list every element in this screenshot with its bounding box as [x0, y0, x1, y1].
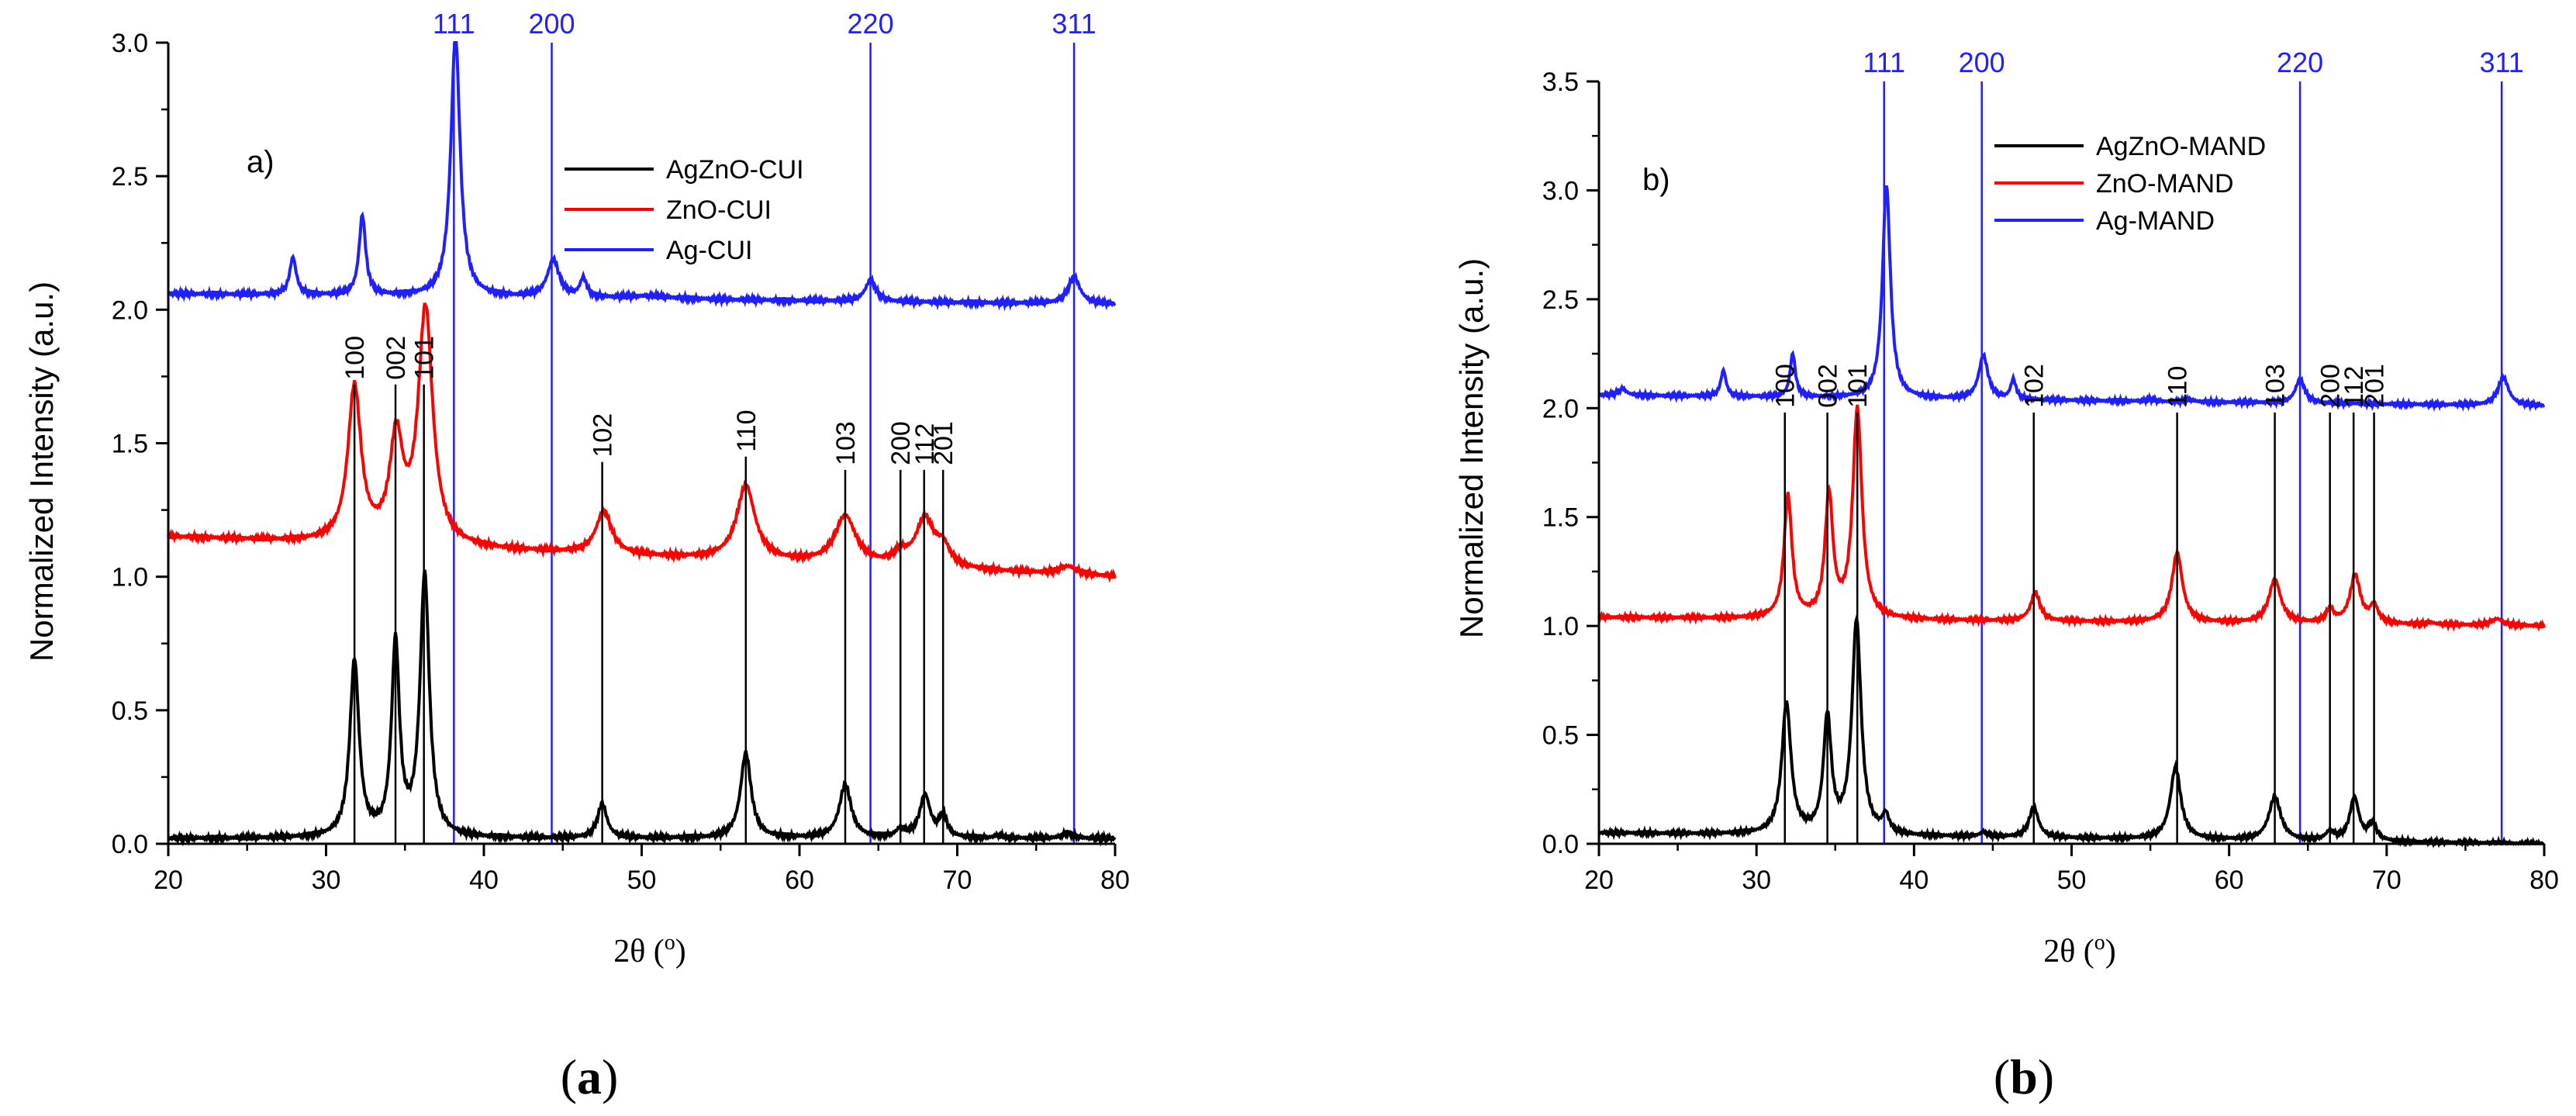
panel-b-xtick-label-80: 80 — [2529, 866, 2559, 895]
panel-a-ag-ref-label-111: 111 — [433, 8, 475, 40]
panel-a-zno-ref-label-8: 201 — [929, 421, 958, 465]
panel-a-zno-ref-label-2: 101 — [410, 336, 440, 380]
panel-b-xtick-label-20: 20 — [1584, 866, 1614, 895]
panel-a-xtick-label-50: 50 — [627, 866, 657, 895]
panel-a-ylabel: Normalized Intensity (a.u.) — [23, 282, 60, 662]
panel-b-ytick-label-4: 2.0 — [1542, 394, 1579, 423]
panel-b-zno-ref-label-3: 102 — [2020, 364, 2049, 408]
panel-a-caption-letter: a — [577, 1049, 602, 1104]
panel-b-tag: b) — [1642, 163, 1670, 197]
panel-b-caption-open: ( — [1994, 1049, 2010, 1104]
panel-b-legend-label-0: AgZnO-MAND — [2096, 132, 2266, 161]
panel-a-ytick-label-1: 0.5 — [112, 696, 148, 726]
panel-b-xtick-label-50: 50 — [2057, 866, 2087, 895]
panel-a-xtick-label-70: 70 — [943, 866, 972, 895]
panel-a-zno-ref-label-1: 002 — [382, 336, 411, 380]
panel-b-xtick-label-40: 40 — [1899, 866, 1929, 895]
panel-b-xlabel: 2θ (o) — [2043, 931, 2116, 969]
panel-a-xtick-label-60: 60 — [785, 866, 814, 895]
panel-b-zno-ref-label-4: 110 — [2163, 366, 2193, 408]
panel-a-caption: (a) — [561, 1049, 619, 1104]
panel-b-ylabel: Normalized Intensity (a.u.) — [1453, 258, 1490, 638]
panel-b-ytick-label-1: 0.5 — [1542, 721, 1579, 751]
panel-a-ytick-label-6: 3.0 — [112, 29, 148, 58]
panel-a-ag-ref-label-200: 200 — [528, 8, 575, 40]
panel-a-series-zno-cui — [167, 302, 1117, 583]
panel-b-zno-ref-label-2: 101 — [1843, 364, 1873, 408]
panel-a-ytick-label-0: 0.0 — [112, 830, 148, 859]
panel-a-xlabel-degree: o — [665, 931, 675, 955]
panel-b-ytick-label-3: 1.5 — [1542, 503, 1579, 533]
panel-a-caption-close: ) — [602, 1049, 618, 1104]
panel-b-ytick-label-0: 0.0 — [1542, 830, 1579, 859]
panel-a-legend-label-1: ZnO-CUI — [666, 195, 772, 225]
panel-a-ytick-label-3: 1.5 — [112, 430, 148, 459]
panel-b-legend-label-1: ZnO-MAND — [2096, 169, 2234, 199]
panel-b-zno-ref-label-7: 112 — [2339, 366, 2369, 408]
panel-a-ag-ref-label-311: 311 — [1051, 8, 1096, 40]
panel-b-caption: (b) — [1994, 1049, 2054, 1104]
panel-a-zno-ref-label-5: 103 — [831, 421, 861, 465]
panel-a-legend-label-2: Ag-CUI — [666, 236, 752, 265]
panel-a-zno-ref-label-6: 200 — [886, 421, 916, 465]
panel-b-ag-ref-label-200: 200 — [1959, 47, 2005, 78]
panel-b-zno-ref-label-0: 100 — [1771, 364, 1801, 408]
panel-a-zno-ref-label-3: 102 — [589, 413, 618, 458]
panel-b-xtick-label-60: 60 — [2215, 866, 2244, 895]
panel-b-xlabel-degree: o — [2094, 931, 2105, 955]
panel-a-xtick-label-20: 20 — [154, 866, 183, 895]
panel-b-ag-ref-label-220: 220 — [2277, 47, 2323, 78]
panel-b-zno-ref-label-8: 201 — [2360, 364, 2390, 408]
panel-a-xtick-label-30: 30 — [312, 866, 341, 895]
panel-a-xlabel-close: ) — [675, 934, 686, 969]
panel-b-ag-ref-label-311: 311 — [2479, 47, 2523, 78]
panel-b-zno-ref-label-1: 002 — [1814, 364, 1843, 408]
panel-a-ag-ref-label-220: 220 — [848, 8, 894, 40]
panel-b-series-ag-mand — [1597, 185, 2546, 413]
panel-b-ytick-label-5: 2.5 — [1542, 285, 1579, 315]
panel-b-caption-letter: b — [2010, 1049, 2038, 1104]
panel-a-zno-ref-label-7: 112 — [910, 423, 940, 465]
panel-a-caption-open: ( — [561, 1049, 577, 1104]
panel-a-xlabel: 2θ (o) — [613, 931, 686, 969]
panel-b-caption-close: ) — [2038, 1049, 2054, 1104]
panel-b-ytick-label-2: 1.0 — [1542, 612, 1579, 641]
panel-a-xtick-label-80: 80 — [1100, 866, 1130, 895]
panel-b-xlabel-close: ) — [2105, 934, 2116, 969]
panel-a-xlabel-theta: 2θ ( — [613, 934, 665, 969]
panel-a-tag: a) — [247, 145, 275, 179]
panel-b-series-agzno-mand — [1598, 613, 2546, 848]
panel-a-ytick-label-4: 2.0 — [112, 295, 148, 325]
panel-a-xtick-label-40: 40 — [469, 866, 499, 895]
panel-b-ytick-label-7: 3.5 — [1542, 67, 1579, 97]
panel-b-xtick-label-70: 70 — [2372, 866, 2402, 895]
panel-a-series-ag-cui — [167, 41, 1117, 312]
panel-b-ag-ref-label-111: 111 — [1863, 47, 1905, 78]
panel-a-ytick-label-5: 2.5 — [112, 162, 148, 192]
panel-b-legend-label-2: Ag-MAND — [2096, 206, 2215, 236]
panel-a-series-agzno-cui — [167, 569, 1117, 847]
panel-b-xlabel-theta: 2θ ( — [2043, 934, 2094, 969]
panel-a-zno-ref-label-4: 110 — [732, 409, 761, 451]
panel-a-legend-label-0: AgZnO-CUI — [666, 155, 804, 185]
panel-a-ytick-label-2: 1.0 — [112, 563, 148, 593]
panel-b-series-zno-mand — [1597, 404, 2546, 632]
panel-b-ytick-label-6: 3.0 — [1542, 176, 1579, 206]
panel-a-zno-ref-label-0: 100 — [340, 336, 370, 380]
panel-b-zno-ref-label-6: 200 — [2316, 364, 2346, 408]
panel-b-xtick-label-30: 30 — [1742, 866, 1771, 895]
panel-b-zno-ref-label-5: 103 — [2261, 364, 2291, 408]
